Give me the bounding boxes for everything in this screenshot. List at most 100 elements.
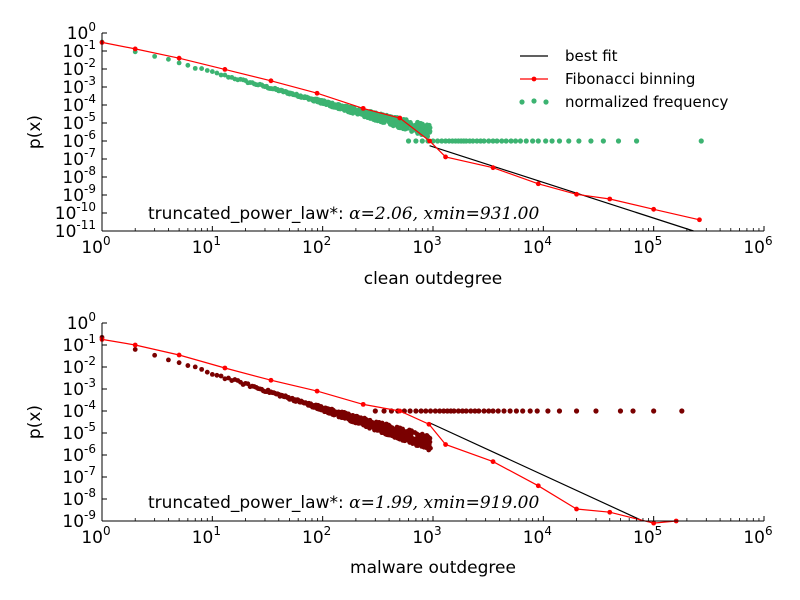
bottom-frequency-floor-point (441, 408, 447, 414)
bottom-frequency-point (326, 409, 332, 415)
bottom-frequency-point (421, 438, 427, 444)
bottom-frequency-point (404, 432, 410, 438)
bottom-y-tick-label: 10-2 (62, 354, 96, 378)
top-frequency-floor-point (405, 138, 412, 144)
top-frequency-point (381, 120, 387, 125)
top-x-tick-label: 102 (302, 234, 331, 258)
top-fibonacci-line (101, 41, 700, 221)
top-frequency-floor-point (503, 138, 509, 144)
top-fibonacci-point (314, 90, 320, 96)
bottom-frequency-point (176, 360, 182, 366)
top-fibonacci-point (443, 154, 448, 160)
top-y-tick-label: 10-1 (62, 38, 96, 62)
bottom-x-tick-label: 103 (412, 524, 441, 548)
bottom-frequency-point (425, 436, 431, 441)
top-frequency-point (415, 123, 421, 129)
bottom-frequency-floor-point (486, 408, 492, 414)
bottom-frequency-floor-point (463, 408, 469, 414)
bottom-frequency-floor-point (651, 408, 657, 414)
top-frequency-point (425, 129, 431, 135)
bottom-frequency-point (199, 366, 205, 372)
top-y-tick-label: 100 (67, 20, 96, 44)
top-frequency-floor-point (600, 138, 606, 144)
bottom-fibonacci-point (490, 459, 496, 465)
top-frequency-point (345, 108, 350, 114)
top-frequency-point (363, 109, 368, 115)
top-frequency-point (354, 108, 360, 113)
bottom-x-tick-label: 106 (743, 524, 772, 548)
top-frequency-point (336, 102, 342, 108)
bottom-fibonacci-point (574, 506, 579, 512)
bottom-frequency-floor-point (501, 408, 507, 414)
bottom-frequency-point (376, 420, 382, 425)
bottom-frequency-floor-point (455, 408, 462, 414)
bottom-y-tick-label: 10-8 (62, 486, 96, 510)
top-x-tick-label: 104 (523, 234, 552, 258)
bottom-frequency-point (323, 406, 329, 411)
top-frequency-floor-point (486, 138, 492, 144)
bottom-frequency-point (209, 372, 215, 377)
top-frequency-floor-point (543, 138, 549, 144)
top-fibonacci-point (535, 181, 541, 187)
top-frequency-point (185, 62, 191, 68)
bottom-frequency-floor-point (468, 408, 474, 414)
bottom-frequency-floor-point (432, 408, 438, 414)
legend-frequency-markers (519, 98, 549, 105)
top-fibonacci-point (490, 165, 496, 171)
top-y-tick-label: 10-3 (62, 74, 96, 98)
bottom-y-tick-label: 10-9 (62, 508, 96, 532)
bottom-frequency-floor-point (381, 408, 387, 414)
bottom-fibonacci-point (535, 483, 541, 489)
top-frequency-point (398, 123, 404, 128)
bottom-frequency-floor-point (423, 408, 429, 414)
top-fit-annotation-prefix: truncated_power_law*: (148, 204, 349, 224)
top-y-tick-label: 10-5 (62, 110, 96, 134)
top-frequency-point (342, 105, 347, 111)
bottom-frequency-point (386, 432, 392, 438)
bottom-frequency-floor-point (507, 408, 513, 414)
bottom-frequency-point (395, 425, 401, 431)
bottom-fibonacci-line (101, 338, 677, 524)
top-y-tick-label: 10-11 (55, 218, 96, 242)
top-frequency-point (331, 104, 337, 110)
bottom-frequency-floor-point (451, 408, 457, 414)
bottom-frequency-floor-point (372, 408, 378, 414)
top-frequency-floor-point (494, 138, 500, 144)
top-frequency-point (218, 72, 224, 78)
bottom-fibonacci-point (397, 408, 403, 414)
bottom-frequency-floor-point (481, 408, 487, 414)
top-fibonacci-point (651, 206, 657, 212)
bottom-frequency-point (408, 431, 414, 437)
top-frequency-floor-point (434, 138, 441, 144)
bottom-frequency-floor-point (679, 408, 685, 414)
top-frequency-floor-point (481, 138, 487, 144)
bottom-fit-annotation: truncated_power_law*: α=1.99, xmin=919.0… (148, 493, 539, 513)
top-frequency-point (424, 122, 430, 128)
bottom-fibonacci-point (222, 365, 228, 371)
bottom-fibonacci-point (314, 388, 320, 394)
bottom-frequency-floor-point (545, 408, 551, 414)
top-frequency-point (166, 56, 171, 62)
bottom-y-tick-label: 10-4 (62, 398, 96, 422)
top-frequency-point (387, 117, 393, 123)
bottom-frequency-point (423, 445, 429, 450)
top-frequency-floor-point (470, 138, 476, 144)
bottom-best-fit-line (428, 421, 644, 522)
top-frequency-floor-point (419, 138, 425, 144)
bottom-frequency-point (342, 413, 347, 419)
top-frequency-point (323, 100, 329, 106)
legend-best-fit-label: best fit (565, 47, 618, 65)
bottom-x-axis-label: malware outdegree (350, 558, 516, 578)
bottom-fibonacci-point (360, 401, 366, 407)
bottom-frequency-floor-point (617, 408, 624, 414)
top-fibonacci-point (574, 191, 579, 197)
bottom-frequency-point (166, 357, 171, 363)
bottom-frequency-floor-point (437, 408, 443, 414)
bottom-frequency-point (330, 411, 336, 416)
bottom-frequency-point (353, 420, 358, 426)
bottom-frequency-floor-point (513, 408, 519, 414)
bottom-frequency-point (132, 347, 138, 352)
bottom-fit-annotation-params: α=1.99, xmin=919.00 (349, 493, 539, 513)
top-fibonacci-point (360, 105, 366, 111)
top-frequency-floor-point (566, 138, 572, 144)
